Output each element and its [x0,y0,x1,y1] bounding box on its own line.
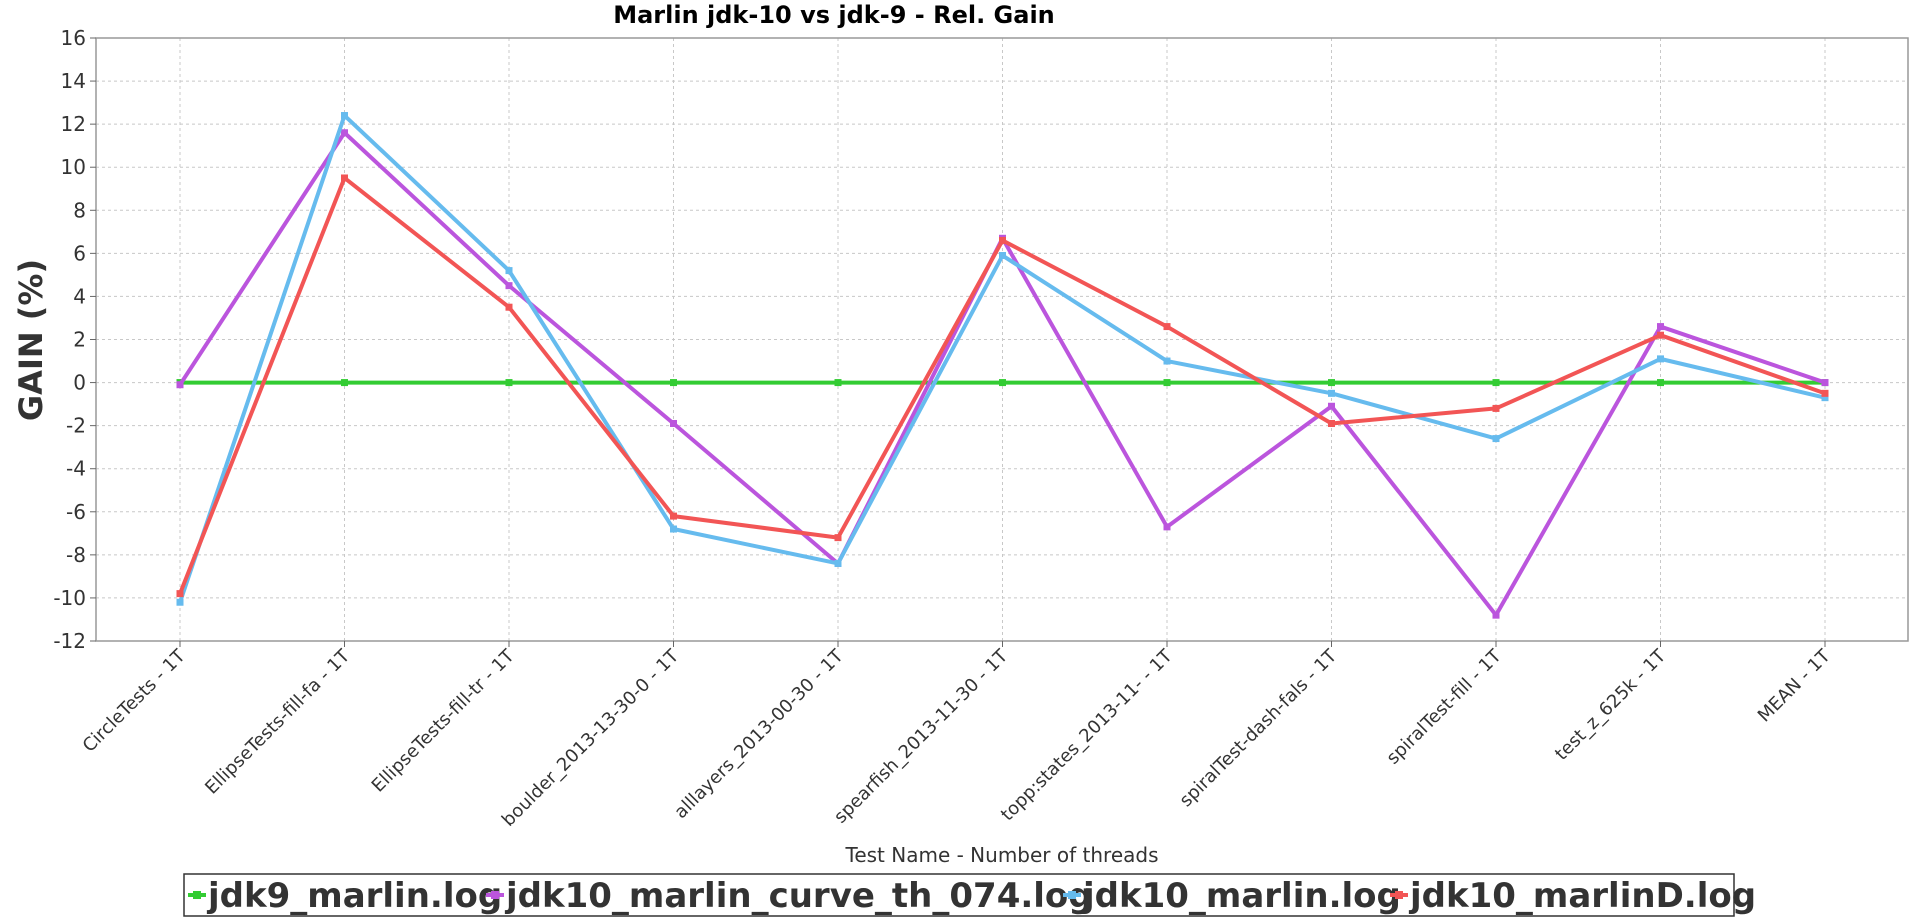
data-point [670,379,677,387]
y-tick-label: -10 [53,586,86,610]
data-point [1492,404,1500,412]
legend-label: jdk10_marlin_curve_th_074.log [504,876,1093,916]
data-point [505,303,513,311]
data-point [834,559,842,567]
legend-items: jdk9_marlin.log jdk10_marlin_curve_th_074… [188,876,1756,916]
data-point [1492,379,1500,387]
legend-item: jdk10_marlinD.log [1390,876,1756,916]
legend-label: jdk10_marlin.log [1081,876,1401,916]
series-2 [176,112,1829,606]
y-tick-label: -12 [53,629,86,653]
data-point [1492,611,1500,619]
data-point [1163,357,1171,365]
y-tick-label: 0 [73,371,86,395]
data-point [176,598,184,606]
legend-swatch-marker [1068,891,1076,899]
y-tick-label: 6 [73,241,86,265]
y-axis-ticks: 16 14 12 10 8 6 4 2 0 -2 -4 -6 -8 -10 -12 [53,26,96,653]
data-point [834,534,842,542]
y-tick-label: 16 [61,26,86,50]
data-point [670,512,677,520]
y-tick-label: 8 [73,198,86,222]
data-point [1657,355,1664,363]
series-group [176,112,1829,619]
legend-item: jdk9_marlin.log [188,876,502,916]
data-point [505,267,513,275]
data-point [176,590,184,598]
data-point [1821,389,1829,397]
y-tick-label: 14 [61,69,86,93]
legend-label: jdk9_marlin.log [206,876,502,916]
y-tick-label: -8 [66,543,86,567]
data-point [341,174,348,182]
data-point [999,236,1006,244]
y-axis-label: GAIN (%) [12,259,50,421]
legend-label: jdk10_marlinD.log [1408,876,1756,916]
data-point [341,112,348,120]
y-tick-label: 10 [61,155,86,179]
y-tick-label: -6 [66,500,86,524]
data-point [834,379,842,387]
data-point [999,379,1006,387]
legend: jdk9_marlin.log jdk10_marlin_curve_th_074… [183,873,1756,917]
data-point [1163,379,1171,387]
data-point [1821,379,1829,387]
data-point [1657,331,1664,339]
data-point [1328,379,1335,387]
data-point [1163,323,1171,331]
legend-item: jdk10_marlin_curve_th_074.log [486,876,1093,916]
y-tick-label: 12 [61,112,86,136]
data-point [670,525,677,533]
data-point [1163,523,1171,531]
data-point [670,419,677,427]
x-axis-label: Test Name - Number of threads [845,843,1159,867]
legend-swatch-marker [193,891,201,899]
y-tick-label: -2 [66,414,86,438]
legend-swatch-marker [491,891,499,899]
legend-swatch-marker [1395,891,1403,899]
legend-item: jdk10_marlin.log [1063,876,1401,916]
data-point [505,282,513,290]
data-point [1821,394,1829,402]
data-point [341,129,348,137]
y-tick-label: 4 [73,284,86,308]
legend-frame [183,873,1735,917]
y-tick-label: 2 [73,328,86,352]
data-point [1657,323,1664,331]
y-tick-label: -4 [66,457,86,481]
data-point [341,379,348,387]
data-point [1328,419,1335,427]
data-point [505,379,513,387]
data-point [999,252,1006,260]
chart-title: Marlin jdk-10 vs jdk-9 - Rel. Gain [613,1,1055,29]
data-point [176,381,184,389]
series-3 [176,174,1829,598]
data-point [1328,402,1335,410]
data-point [1328,389,1335,397]
data-point [1492,435,1500,443]
data-point [1657,379,1664,387]
